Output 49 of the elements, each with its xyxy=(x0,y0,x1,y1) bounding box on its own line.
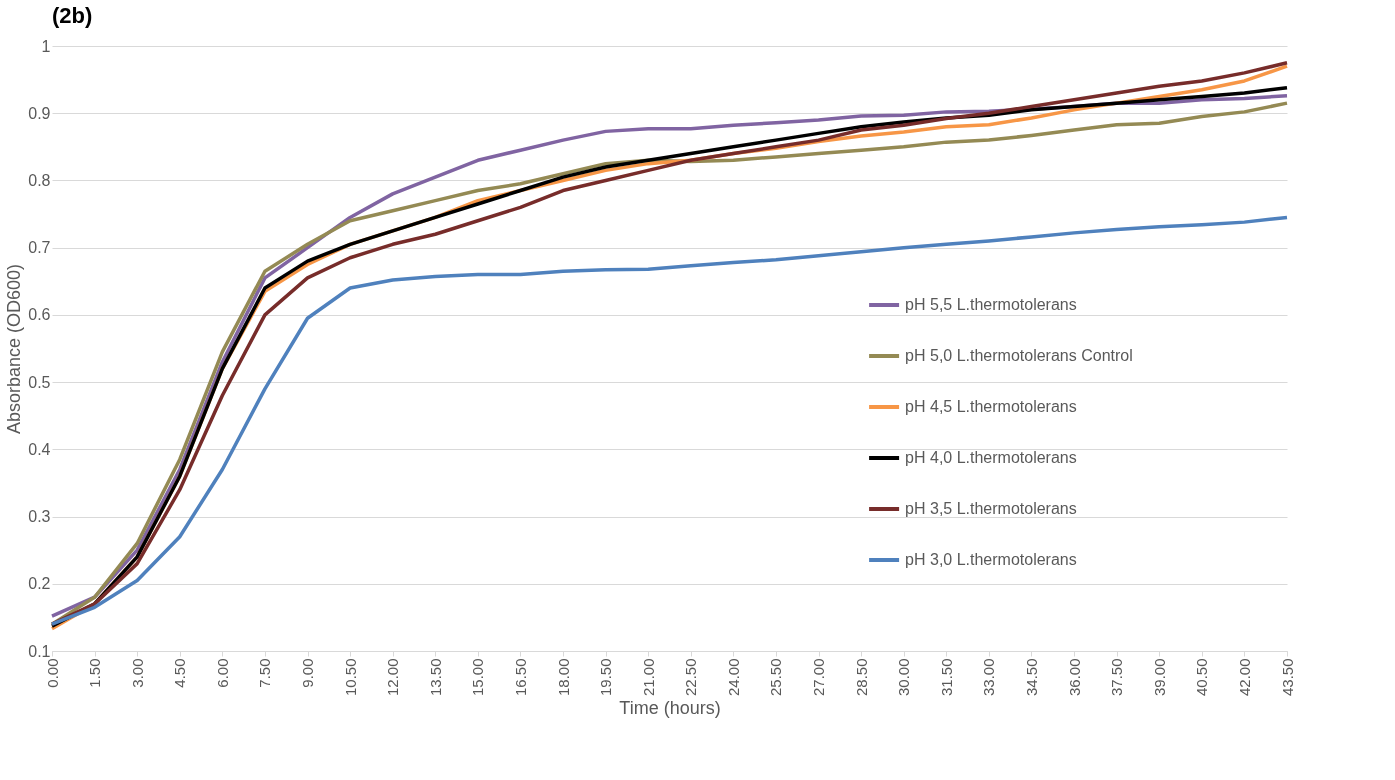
x-tick-label: 42.00 xyxy=(1235,658,1253,697)
y-tick-label: 0.1 xyxy=(28,642,51,660)
legend-label: pH 3,0 L.thermotolerans xyxy=(905,551,1077,568)
x-axis-title: Time (hours) xyxy=(619,698,721,719)
y-tick-label: 1 xyxy=(41,37,51,55)
y-tick-label: 0.9 xyxy=(28,104,51,122)
chart-title: (2b) xyxy=(52,3,93,28)
x-tick-label: 7.50 xyxy=(256,658,274,688)
y-tick-label: 0.3 xyxy=(28,508,51,526)
legend-label: pH 4,0 L.thermotolerans xyxy=(905,449,1077,466)
y-tick-label: 0.6 xyxy=(28,306,51,324)
x-tick-label: 15.00 xyxy=(469,658,487,697)
x-tick-label: 27.00 xyxy=(810,658,828,697)
y-tick-label: 0.7 xyxy=(28,239,51,257)
x-tick-label: 30.00 xyxy=(895,658,913,697)
y-axis-title: Absorbance (OD600) xyxy=(4,263,25,435)
x-tick-label: 28.50 xyxy=(852,658,870,697)
x-tick-label: 37.50 xyxy=(1108,658,1126,697)
y-tick-label: 0.2 xyxy=(28,575,51,593)
x-tick-label: 16.50 xyxy=(511,658,529,697)
x-tick-label: 36.00 xyxy=(1065,658,1083,697)
x-tick-label: 22.50 xyxy=(682,658,700,697)
x-tick-label: 4.50 xyxy=(171,658,189,688)
x-tick-label: 43.50 xyxy=(1278,658,1296,697)
x-tick-label: 25.50 xyxy=(767,658,785,697)
x-tick-label: 21.00 xyxy=(639,658,657,697)
x-tick-label: 9.00 xyxy=(299,658,317,688)
legend-label: pH 3,5 L.thermotolerans xyxy=(905,500,1077,517)
x-tick-label: 18.00 xyxy=(554,658,572,697)
x-tick-label: 12.00 xyxy=(384,658,402,697)
x-tick-label: 13.50 xyxy=(426,658,444,697)
x-tick-label: 1.50 xyxy=(86,658,104,688)
y-tick-label: 0.4 xyxy=(28,440,51,458)
x-tick-label: 10.50 xyxy=(341,658,359,697)
x-tick-label: 0.00 xyxy=(43,658,61,688)
x-tick-label: 3.00 xyxy=(128,658,146,688)
x-tick-label: 6.00 xyxy=(213,658,231,688)
x-tick-label: 39.00 xyxy=(1150,658,1168,697)
x-tick-label: 19.50 xyxy=(597,658,615,697)
y-tick-label: 0.5 xyxy=(28,373,51,391)
x-tick-label: 31.50 xyxy=(937,658,955,697)
x-tick-label: 24.00 xyxy=(724,658,742,697)
x-tick-label: 40.50 xyxy=(1193,658,1211,697)
y-tick-label: 0.8 xyxy=(28,171,51,189)
legend-label: pH 4,5 L.thermotolerans xyxy=(905,398,1077,415)
x-tick-label: 33.00 xyxy=(980,658,998,697)
x-tick-label: 34.50 xyxy=(1022,658,1040,697)
legend-label: pH 5,5 L.thermotolerans xyxy=(905,296,1077,313)
legend-label: pH 5,0 L.thermotolerans Control xyxy=(905,347,1133,364)
